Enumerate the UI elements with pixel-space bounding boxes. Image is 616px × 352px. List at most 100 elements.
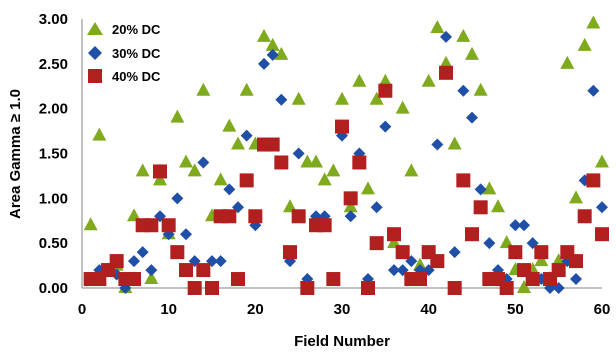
y-tick-label: 1.50 bbox=[39, 146, 68, 163]
data-point-square bbox=[586, 173, 601, 188]
data-point-square bbox=[109, 254, 124, 269]
data-point-square bbox=[179, 263, 193, 278]
data-point-triangle bbox=[361, 181, 375, 195]
y-tick-label: 0.50 bbox=[39, 235, 68, 252]
data-point-square bbox=[326, 272, 341, 287]
x-tick-label: 20 bbox=[247, 301, 264, 318]
data-point-triangle bbox=[317, 172, 332, 186]
data-point-diamond bbox=[518, 219, 530, 232]
data-point-square bbox=[352, 155, 367, 170]
data-point-triangle bbox=[127, 208, 141, 222]
legend-item-40: 40% DC bbox=[88, 69, 161, 84]
data-point-square bbox=[499, 281, 514, 295]
data-point-triangle bbox=[283, 199, 297, 213]
legend-triangle-icon bbox=[87, 22, 103, 35]
data-point-triangle bbox=[577, 37, 592, 51]
data-point-triangle bbox=[395, 100, 410, 114]
data-point-square bbox=[231, 272, 245, 287]
data-point-square bbox=[525, 272, 540, 287]
data-point-square bbox=[387, 227, 401, 242]
data-point-triangle bbox=[482, 181, 497, 195]
data-point-diamond bbox=[457, 84, 470, 97]
data-point-square bbox=[378, 83, 393, 98]
data-point-square bbox=[369, 236, 384, 251]
x-tick-label: 60 bbox=[594, 301, 611, 318]
legend-label-30: 30% DC bbox=[112, 46, 161, 61]
data-point-square bbox=[170, 245, 185, 260]
data-point-triangle bbox=[274, 46, 289, 60]
data-point-triangle bbox=[378, 73, 393, 87]
y-tick-labels: 0.00 0.50 1.00 1.50 2.00 2.50 3.00 bbox=[39, 11, 68, 297]
data-point-square bbox=[196, 263, 211, 278]
data-point-triangle bbox=[335, 91, 349, 105]
data-point-diamond bbox=[474, 183, 487, 196]
data-point-triangle bbox=[387, 235, 401, 249]
data-point-triangle bbox=[170, 109, 185, 123]
legend-item-20: 20% DC bbox=[87, 22, 161, 37]
data-point-diamond bbox=[214, 255, 227, 268]
data-point-square bbox=[248, 209, 263, 224]
x-axis-title: Field Number bbox=[294, 333, 390, 350]
data-point-diamond bbox=[258, 57, 270, 70]
data-point-diamond bbox=[266, 48, 279, 61]
x-tick-label: 50 bbox=[507, 301, 524, 318]
legend: 20% DC 30% DC 40% DC bbox=[87, 22, 161, 84]
data-point-diamond bbox=[145, 264, 158, 277]
data-point-diamond bbox=[587, 84, 600, 97]
data-point-triangle bbox=[196, 82, 211, 96]
data-point-triangle bbox=[517, 280, 531, 293]
data-point-triangle bbox=[231, 136, 245, 150]
axes bbox=[81, 19, 602, 289]
data-point-triangle bbox=[187, 163, 202, 177]
data-point-square bbox=[239, 173, 254, 188]
data-point-triangle bbox=[491, 199, 505, 213]
data-point-square bbox=[551, 263, 566, 278]
data-point-triangle bbox=[291, 91, 306, 105]
data-point-square bbox=[456, 173, 471, 188]
data-point-diamond bbox=[128, 255, 140, 268]
data-point-triangle bbox=[595, 154, 609, 168]
data-point-triangle bbox=[404, 163, 419, 177]
legend-label-20: 20% DC bbox=[112, 22, 161, 37]
data-point-triangle bbox=[144, 271, 159, 285]
series-square bbox=[83, 65, 609, 295]
data-point-diamond bbox=[570, 273, 582, 286]
data-point-triangle bbox=[352, 73, 367, 87]
legend-square-icon bbox=[88, 69, 102, 83]
data-point-triangle bbox=[551, 253, 566, 267]
data-point-diamond bbox=[388, 264, 400, 277]
data-point-triangle bbox=[439, 55, 453, 69]
x-tick-label: 0 bbox=[78, 301, 86, 318]
x-tick-label: 30 bbox=[334, 301, 351, 318]
y-tick-label: 3.00 bbox=[39, 11, 68, 28]
data-point-diamond bbox=[171, 192, 184, 205]
data-point-square bbox=[187, 281, 202, 295]
data-point-square bbox=[335, 119, 349, 134]
data-point-triangle bbox=[239, 82, 254, 96]
data-point-triangle bbox=[83, 217, 98, 231]
data-point-square bbox=[274, 155, 289, 170]
data-point-diamond bbox=[275, 93, 288, 106]
data-point-square bbox=[222, 209, 237, 224]
data-point-triangle bbox=[153, 172, 167, 186]
series-layer bbox=[83, 15, 609, 295]
data-point-diamond bbox=[509, 219, 522, 232]
data-point-square bbox=[447, 281, 462, 295]
legend-label-40: 40% DC bbox=[112, 69, 161, 84]
data-point-square bbox=[508, 245, 523, 260]
data-point-triangle bbox=[213, 172, 228, 186]
data-point-diamond bbox=[180, 228, 192, 241]
data-point-square bbox=[439, 65, 453, 80]
data-point-diamond bbox=[370, 201, 383, 214]
data-point-triangle bbox=[257, 28, 271, 42]
data-point-diamond bbox=[379, 120, 392, 133]
data-point-triangle bbox=[569, 190, 583, 204]
data-point-triangle bbox=[265, 37, 280, 51]
data-point-square bbox=[127, 272, 141, 287]
data-point-triangle bbox=[499, 235, 514, 249]
y-axis-title: Area Gamma ≥ 1.0 bbox=[7, 89, 24, 219]
data-point-diamond bbox=[344, 210, 357, 223]
y-tick-label: 1.00 bbox=[39, 190, 68, 207]
data-point-triangle bbox=[222, 118, 237, 132]
data-point-square bbox=[465, 227, 479, 242]
